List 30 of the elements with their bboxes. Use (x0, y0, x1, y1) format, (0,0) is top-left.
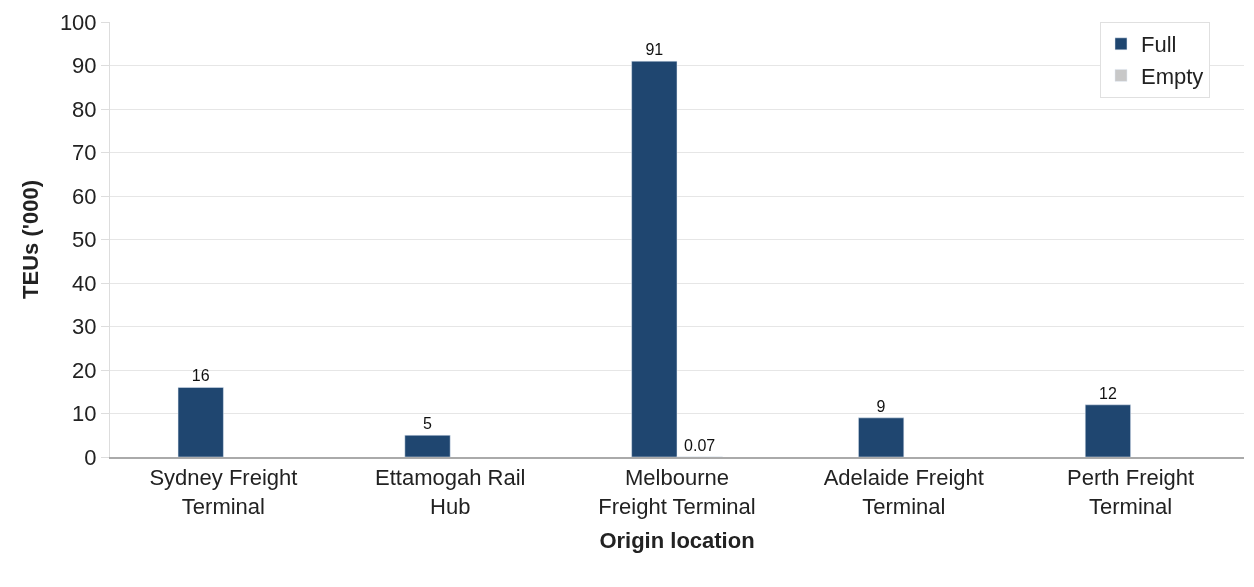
bar (1084, 404, 1131, 457)
y-tick-label: 20 (72, 357, 97, 383)
y-tick-label: 50 (72, 227, 97, 253)
bar (858, 417, 905, 457)
x-tick-label: Adelaide Freight Terminal (823, 465, 984, 519)
y-tick-label: 90 (72, 53, 97, 79)
data-label: 91 (645, 41, 664, 59)
data-label: 9 (876, 397, 886, 415)
x-tick-label: Melbourne Freight Terminal (598, 465, 756, 519)
y-axis-title: TEUs ('000) (17, 180, 43, 299)
y-tick-label: 30 (72, 314, 97, 340)
legend-label: Empty (1140, 63, 1204, 89)
data-label: 12 (1098, 384, 1117, 402)
data-label: 0.07 (684, 436, 716, 454)
y-tick-label: 10 (72, 401, 97, 427)
legend-label: Full (1140, 32, 1177, 58)
x-tick-label: Sydney Freight Terminal (149, 465, 298, 519)
x-axis-title: Origin location (599, 528, 755, 554)
data-label: 5 (423, 415, 433, 433)
x-tick-label: Ettamogah Rail Hub (374, 465, 526, 519)
y-tick-label: 40 (72, 270, 97, 296)
y-tick-label: 100 (59, 9, 97, 35)
bar (404, 435, 451, 457)
bar (177, 387, 224, 457)
x-tick-label: Perth Freight Terminal (1067, 465, 1195, 519)
y-tick-label: 70 (72, 140, 97, 166)
data-label: 16 (191, 367, 210, 385)
y-tick-label: 80 (72, 96, 97, 122)
y-tick-label: 60 (72, 183, 97, 209)
y-tick-label: 0 (84, 444, 97, 470)
